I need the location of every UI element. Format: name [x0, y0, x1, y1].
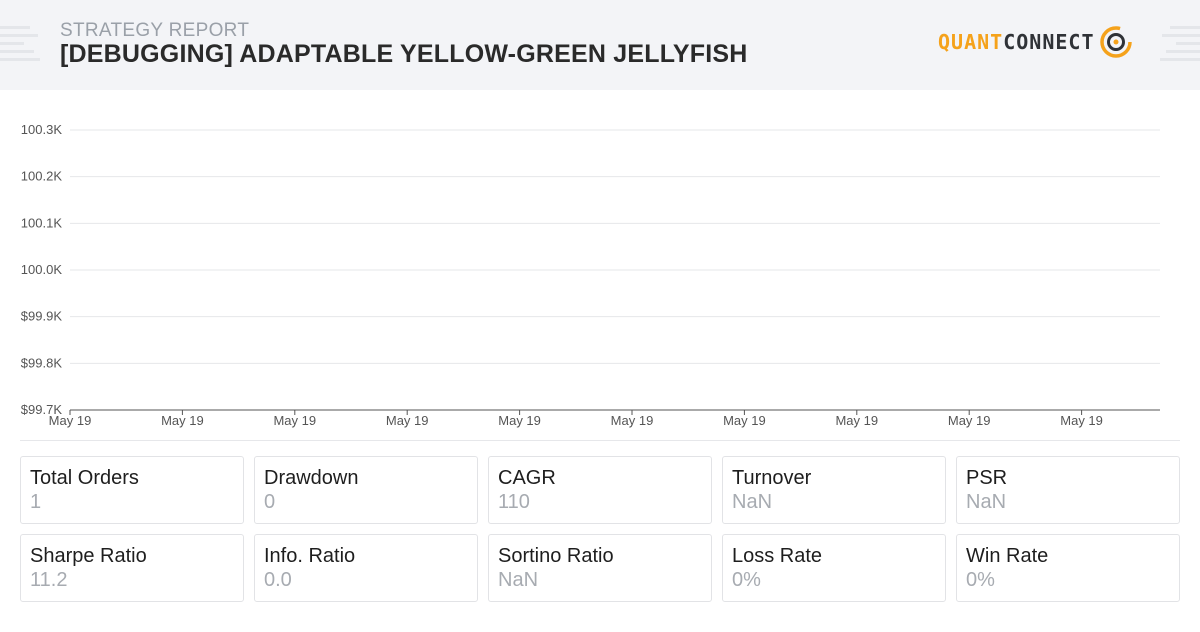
report-header: STRATEGY REPORT [DEBUGGING] ADAPTABLE YE…	[0, 0, 1200, 90]
stat-value: 0%	[732, 569, 761, 591]
x-tick-label: May 19	[1060, 413, 1103, 428]
stat-value: NaN	[498, 569, 539, 591]
y-tick-label: $99.7K	[21, 402, 63, 417]
stat-value: 110	[498, 491, 530, 513]
x-tick-label: May 19	[948, 413, 991, 428]
stat-card-win-rate: Win Rate 0%	[956, 534, 1180, 602]
x-tick-label: May 19	[611, 413, 654, 428]
stat-card-total-orders: Total Orders 1	[20, 456, 244, 524]
y-tick-label: 100.2K	[21, 169, 63, 184]
stat-card-info-ratio: Info. Ratio 0.0	[254, 534, 478, 602]
stat-label: Loss Rate	[732, 545, 823, 567]
x-tick-label: May 19	[835, 413, 878, 428]
stat-card-sortino-ratio: Sortino Ratio NaN	[488, 534, 712, 602]
stat-label: Sortino Ratio	[498, 545, 614, 567]
y-tick-label: $99.8K	[21, 355, 63, 370]
stat-label: Total Orders	[30, 467, 139, 489]
stat-card-drawdown: Drawdown 0	[254, 456, 478, 524]
stat-label: Drawdown	[264, 467, 359, 489]
stat-value: NaN	[732, 491, 773, 513]
y-tick-label: 100.1K	[21, 215, 63, 230]
stat-value: 0	[264, 491, 276, 513]
quantconnect-logo-icon	[1099, 26, 1132, 58]
decorative-lines-left	[0, 26, 40, 61]
equity-chart-svg: 100.3K 100.2K 100.1K 100.0K $99.9K $99.8K $99.…	[21, 122, 1160, 428]
decorative-lines-right	[1160, 26, 1200, 61]
y-tick-label: 100.3K	[21, 122, 63, 137]
stat-label: Win Rate	[966, 545, 1049, 567]
x-tick-label: May 19	[723, 413, 766, 428]
stat-label: Turnover	[732, 467, 812, 489]
x-tick-label: May 19	[161, 413, 204, 428]
strategy-name-title: [DEBUGGING] ADAPTABLE YELLOW-GREEN JELLY…	[60, 40, 748, 68]
y-tick-label: $99.9K	[21, 309, 63, 324]
report-type-label: STRATEGY REPORT	[60, 20, 250, 41]
stat-card-loss-rate: Loss Rate 0%	[722, 534, 946, 602]
stat-label: PSR	[966, 467, 1008, 489]
stat-value: 0%	[966, 569, 995, 591]
stat-label: Info. Ratio	[264, 545, 356, 567]
y-tick-label: 100.0K	[21, 262, 63, 277]
logo-text-connect: CONNECT	[1003, 30, 1095, 54]
quantconnect-logo: QUANT CONNECT	[938, 24, 1133, 60]
stat-card-cagr: CAGR 110	[488, 456, 712, 524]
stat-value: 1	[30, 491, 42, 513]
stat-card-sharpe-ratio: Sharpe Ratio 11.2	[20, 534, 244, 602]
stat-value: 11.2	[30, 569, 68, 591]
stat-label: CAGR	[498, 467, 556, 489]
x-tick-label: May 19	[273, 413, 316, 428]
stat-card-psr: PSR NaN	[956, 456, 1180, 524]
x-tick-label: May 19	[498, 413, 541, 428]
section-divider	[20, 440, 1180, 441]
stat-label: Sharpe Ratio	[30, 545, 147, 567]
x-tick-label: May 19	[49, 413, 92, 428]
stat-value: NaN	[966, 491, 1007, 513]
equity-chart: 100.3K 100.2K 100.1K 100.0K $99.9K $99.8K $99.…	[0, 90, 1200, 440]
stat-value: 0.0	[264, 569, 292, 591]
x-tick-label: May 19	[386, 413, 429, 428]
stat-card-turnover: Turnover NaN	[722, 456, 946, 524]
logo-text-quant: QUANT	[938, 30, 1004, 54]
